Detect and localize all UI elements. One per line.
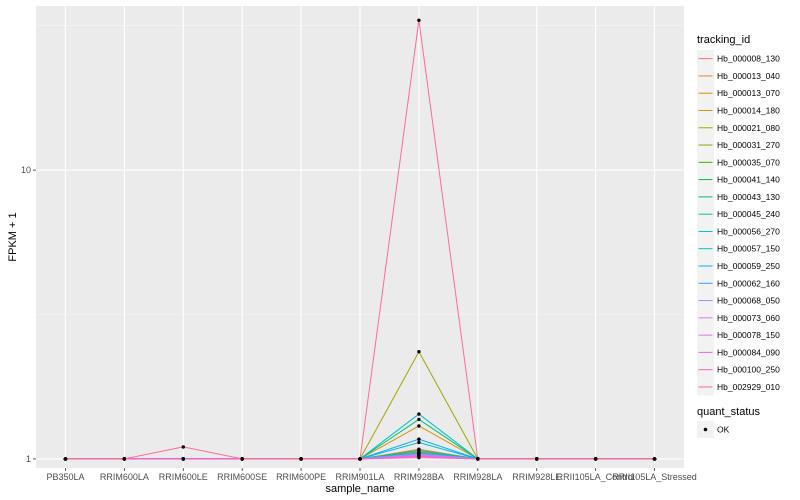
legend-label: Hb_000056_270 (717, 226, 780, 236)
data-point (417, 18, 421, 23)
data-point (417, 350, 421, 354)
x-tick-label: RRIM600PE (276, 472, 326, 482)
legend-label: Hb_002929_010 (717, 382, 780, 392)
legend-label: Hb_000013_040 (717, 71, 780, 81)
legend-label: Hb_000043_130 (717, 192, 780, 202)
legend-label: Hb_000014_180 (717, 105, 780, 115)
data-point (181, 445, 185, 449)
data-point (417, 417, 421, 422)
x-tick-label: RRIM901LA (335, 472, 384, 482)
legend-label: Hb_000008_130 (717, 54, 780, 64)
x-tick-label: RRIM600LA (100, 472, 149, 482)
legend: tracking_id Hb_000008_130Hb_000013_040Hb… (697, 34, 780, 438)
legend-label: Hb_000021_080 (717, 123, 780, 133)
legend-label: Hb_000013_070 (717, 88, 780, 98)
x-tick-label: RRIM928BA (394, 472, 444, 482)
x-axis-title: sample_name (325, 483, 394, 495)
data-point (181, 457, 185, 461)
data-point (299, 457, 303, 461)
data-point (417, 455, 421, 460)
data-point (417, 437, 421, 441)
y-tick-label: 10 (21, 165, 31, 175)
legend-label: Hb_000059_250 (717, 261, 780, 271)
data-point (240, 457, 244, 461)
data-point (358, 457, 362, 461)
quant-status-label: OK (717, 425, 730, 435)
quant-status-dot (703, 427, 708, 432)
data-point (417, 412, 421, 416)
y-axis-title: FPKM + 1 (7, 212, 19, 261)
x-tick-label: PB350LA (46, 472, 84, 482)
legend-label: Hb_000078_150 (717, 330, 780, 340)
x-tick-label: RRIM600LE (159, 472, 208, 482)
data-point (593, 457, 598, 461)
legend-label: Hb_000041_140 (717, 175, 780, 185)
data-point (122, 457, 127, 461)
legend-label: Hb_000045_240 (717, 209, 780, 219)
data-point (63, 457, 68, 461)
legend-label: Hb_000035_070 (717, 157, 780, 167)
legend-items: Hb_000008_130 Hb_000013_040 Hb_000013_070 H… (697, 50, 780, 396)
legend-title: tracking_id (697, 34, 750, 46)
data-point (476, 457, 480, 461)
axes: 1 10 PB350LA RRIM600LA RRIM600LE RRIM600SE RRI… (21, 165, 697, 482)
legend-label: Hb_000073_060 (717, 313, 780, 323)
x-tick-label: RRII105LA_Stressed (612, 472, 697, 482)
legend-label: Hb_000031_270 (717, 140, 780, 150)
data-point (417, 424, 421, 428)
legend-label: Hb_000084_090 (717, 347, 780, 357)
data-points (63, 18, 657, 461)
data-point (417, 448, 421, 453)
x-tick-label: RRII105LA_Control (557, 472, 635, 482)
legend-label: Hb_000057_150 (717, 244, 780, 254)
y-tick-label: 1 (26, 454, 31, 464)
legend-label: Hb_000068_050 (717, 296, 780, 306)
quant-status-title: quant_status (697, 406, 760, 418)
x-tick-label: RRIM928LE (512, 472, 561, 482)
legend-label: Hb_000062_160 (717, 278, 780, 288)
legend-label: Hb_000100_250 (717, 365, 780, 375)
data-point (652, 457, 657, 461)
data-point (535, 457, 539, 461)
grid-lines (36, 6, 684, 468)
x-tick-label: RRIM928LA (453, 472, 502, 482)
data-point (417, 440, 421, 445)
x-tick-label: RRIM600SE (217, 472, 267, 482)
